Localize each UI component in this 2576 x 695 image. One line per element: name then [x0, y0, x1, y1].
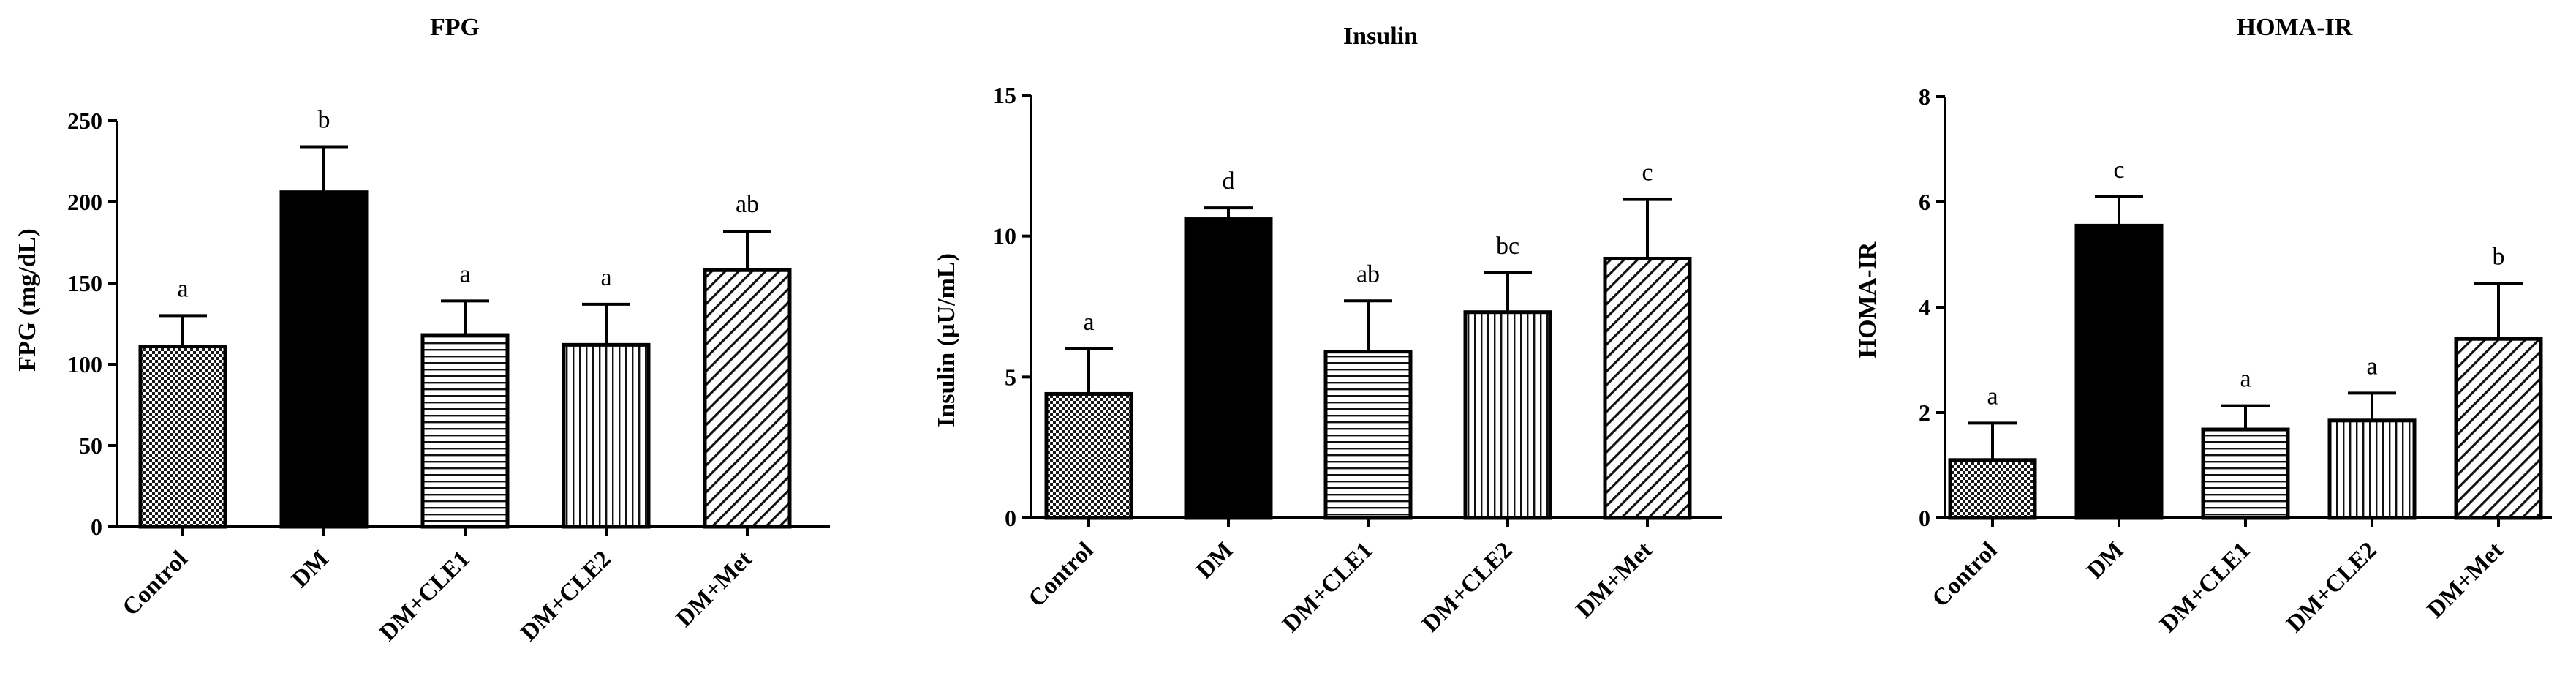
x-tick-label: DM+CLE2 [515, 546, 616, 646]
bar [1463, 310, 1552, 520]
y-tick-label: 0 [1005, 505, 1016, 531]
x-tick-label: Control [1024, 537, 1099, 612]
insulin-chart: Insulin Insulin (µU/mL) 0 5 10 15 a Control d D… [933, 23, 1722, 637]
y-tick-label: 0 [1919, 505, 1930, 531]
x-tick-label: DM+CLE2 [1417, 537, 1517, 637]
y-tick-label: 8 [1919, 83, 1930, 110]
significance-label: a [2240, 366, 2251, 393]
significance-label: b [2493, 244, 2505, 271]
chart-marks: 0 2 4 6 8 a Control c DM a DM+CLE1 a DM+CLE2 b DM+Met [1919, 83, 2552, 637]
bar [2074, 223, 2164, 520]
x-tick-label: DM+Met [671, 546, 758, 632]
bar [2201, 427, 2290, 520]
y-axis-label: FPG (mg/dL) [14, 228, 41, 371]
chart-title: FPG [430, 14, 480, 41]
chart-title: HOMA-IR [2237, 14, 2353, 41]
x-tick-label: DM+Met [1571, 537, 1658, 623]
x-tick-label: Control [118, 546, 193, 621]
x-tick-label: DM+CLE1 [374, 546, 475, 646]
bar [279, 190, 369, 529]
significance-label: a [600, 264, 611, 291]
significance-label: c [1642, 159, 1653, 187]
homa-ir-chart: HOMA-IR HOMA-IR 0 2 4 6 8 a Control c DM a DM+CLE1… [1854, 14, 2552, 637]
y-tick-label: 15 [993, 82, 1016, 108]
significance-label: a [459, 260, 470, 288]
chart-marks: 0 50 100 150 200 250 a Control b DM a DM+CLE1 a DM+CL… [67, 107, 830, 646]
x-tick-label: DM+CLE2 [2281, 537, 2382, 637]
bar [1044, 391, 1133, 520]
y-tick-label: 50 [79, 432, 102, 459]
chart-title: Insulin [1343, 23, 1418, 50]
significance-label: d [1223, 168, 1235, 195]
significance-label: a [2366, 353, 2377, 380]
y-tick-label: 4 [1919, 294, 1930, 320]
y-tick-label: 10 [993, 223, 1016, 249]
significance-label: c [2113, 157, 2124, 184]
y-tick-label: 2 [1919, 399, 1930, 426]
y-tick-label: 150 [67, 270, 102, 296]
y-tick-label: 200 [67, 189, 102, 215]
fpg-chart: FPG FPG (mg/dL) 0 50 100 150 200 250 a Control b… [14, 14, 830, 646]
x-tick-label: Control [1927, 537, 2003, 612]
y-tick-label: 250 [67, 108, 102, 134]
x-tick-label: DM [2082, 537, 2129, 584]
significance-label: a [1083, 309, 1094, 336]
significance-label: b [318, 107, 331, 134]
bar [1184, 217, 1273, 520]
y-tick-label: 100 [67, 351, 102, 377]
y-tick-label: 6 [1919, 189, 1930, 215]
bar [1603, 256, 1692, 520]
x-tick-label: DM+Met [2422, 537, 2509, 623]
bar [2327, 418, 2417, 520]
bar [1323, 350, 1413, 520]
significance-label: a [177, 275, 188, 302]
bar [2454, 337, 2543, 520]
bar [703, 268, 792, 529]
y-axis-label: HOMA-IR [1854, 241, 1881, 358]
chart-marks: 0 5 10 15 a Control d DM ab DM+CLE1 bc DM+CLE2 c DM+M… [993, 82, 1722, 637]
y-axis-label: Insulin (µU/mL) [933, 253, 960, 427]
significance-label: ab [736, 191, 759, 218]
significance-label: a [1987, 383, 1998, 410]
bar [138, 345, 227, 529]
x-tick-label: DM+CLE1 [1277, 537, 1378, 637]
significance-label: ab [1356, 260, 1380, 288]
bar [1948, 458, 2037, 520]
y-tick-label: 0 [91, 514, 102, 540]
x-tick-label: DM [1191, 537, 1238, 584]
bar [562, 342, 651, 529]
y-tick-label: 5 [1005, 364, 1016, 390]
x-tick-label: DM [287, 546, 333, 593]
x-tick-label: DM+CLE1 [2155, 537, 2255, 637]
bar [420, 333, 510, 529]
significance-label: bc [1496, 233, 1519, 260]
